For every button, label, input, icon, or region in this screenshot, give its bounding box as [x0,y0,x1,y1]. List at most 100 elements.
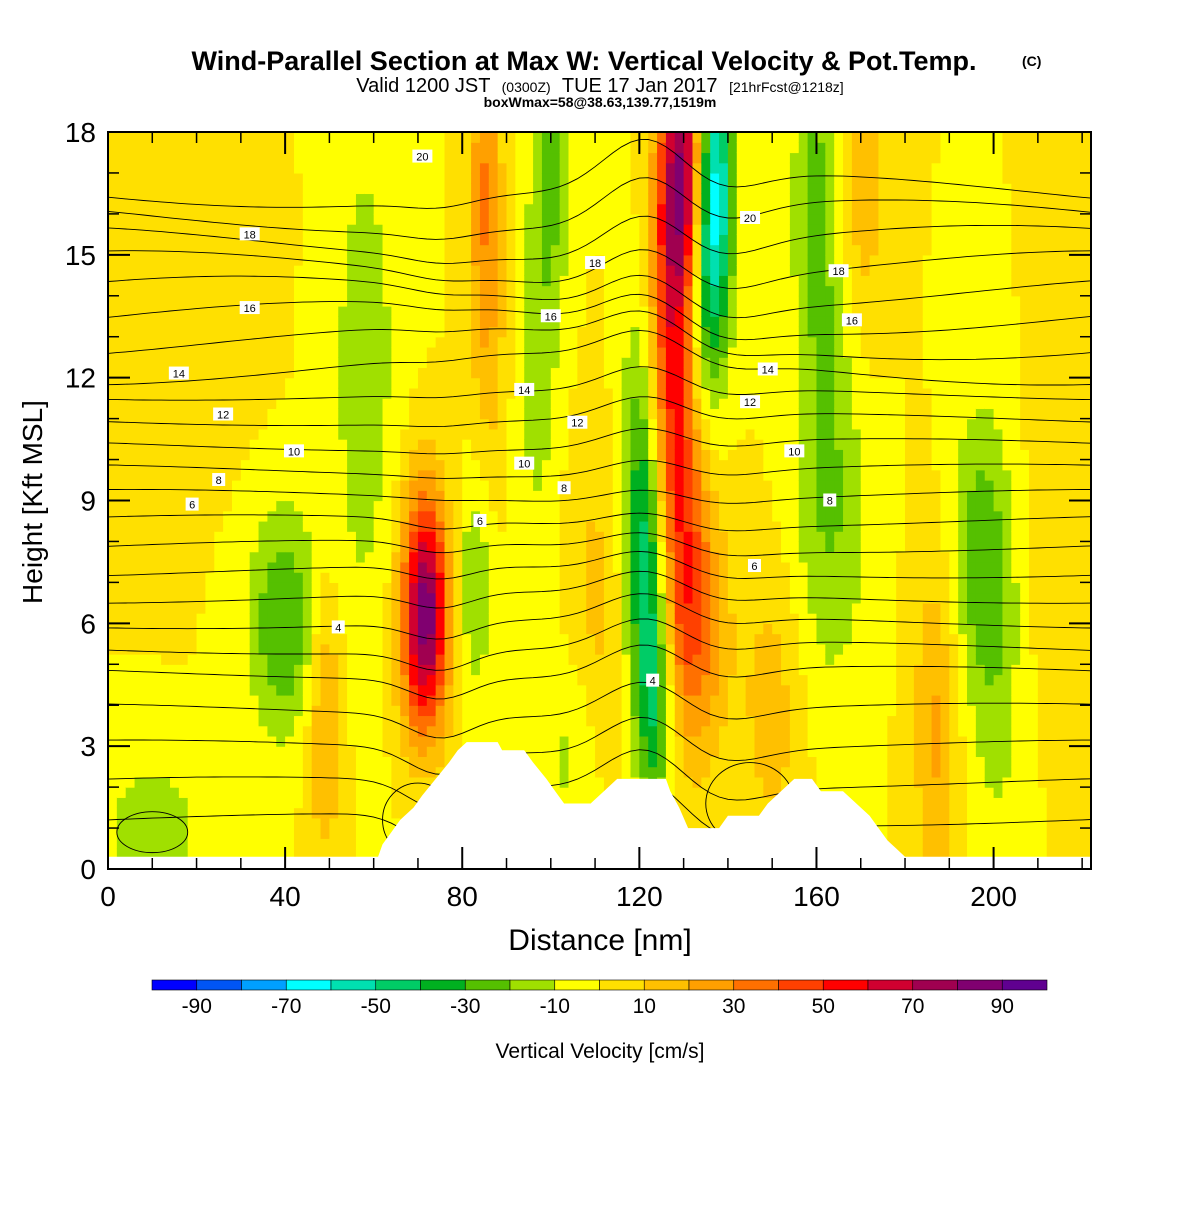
velocity-cell [355,377,366,389]
velocity-cell [497,408,508,420]
velocity-cell [586,387,596,399]
velocity-cell [426,541,437,553]
velocity-cell [355,500,366,512]
velocity-cell [329,766,339,778]
velocity-cell [143,592,153,604]
velocity-cell [347,776,357,788]
velocity-cell [524,398,534,409]
velocity-cell [444,162,454,174]
velocity-cell [116,664,127,676]
velocity-cell [125,694,136,706]
velocity-cell [285,408,295,420]
velocity-cell [134,367,145,379]
velocity-cell [302,306,313,317]
velocity-cell [108,694,118,706]
velocity-cell [586,582,596,594]
velocity-cell [285,336,295,348]
velocity-cell [710,684,720,696]
velocity-cell [488,439,499,450]
velocity-cell [417,265,428,276]
velocity-cell [338,725,348,737]
velocity-cell [223,183,233,195]
velocity-cell [533,408,543,420]
velocity-cell [453,367,463,379]
velocity-cell [382,326,392,338]
velocity-cell [497,306,508,317]
velocity-cell [196,551,207,563]
velocity-cell [293,357,304,369]
velocity-cell [701,623,711,635]
velocity-cell [267,643,277,655]
velocity-cell [657,234,667,246]
velocity-cell [364,285,375,297]
velocity-cell [701,387,711,399]
velocity-cell [683,541,694,553]
velocity-cell [515,613,525,624]
velocity-cell [559,643,570,655]
velocity-cell [302,735,313,747]
velocity-cell [320,725,330,737]
velocity-cell [568,408,578,420]
velocity-cell [240,367,251,379]
velocity-cell [541,367,552,379]
velocity-cell [400,367,410,379]
velocity-cell [550,459,561,471]
velocity-cell [125,213,136,225]
velocity-cell [311,602,322,614]
velocity-cell [612,316,623,328]
velocity-cell [249,326,260,338]
velocity-cell [391,213,401,225]
velocity-cell [603,428,614,440]
velocity-cell [559,582,570,594]
velocity-cell [347,725,357,737]
velocity-cell [196,817,207,829]
velocity-cell [426,500,437,512]
velocity-cell [205,674,215,686]
velocity-cell [329,572,339,583]
velocity-cell [568,254,578,266]
velocity-cell [178,817,189,829]
velocity-cell [267,203,277,215]
velocity-cell [657,244,667,256]
velocity-cell [231,572,242,583]
velocity-cell [444,418,454,430]
velocity-cell [719,684,729,696]
velocity-cell [462,715,472,727]
velocity-cell [595,213,605,225]
velocity-cell [426,684,437,696]
velocity-cell [134,500,145,512]
velocity-cell [391,694,401,706]
velocity-cell [630,234,640,246]
velocity-cell [533,326,543,338]
velocity-cell [302,172,313,184]
velocity-cell [169,275,180,287]
velocity-cell [134,449,145,461]
velocity-cell [692,357,702,369]
velocity-cell [710,572,720,583]
velocity-cell [506,694,516,706]
velocity-cell [276,469,286,481]
velocity-cell [400,203,410,215]
velocity-cell [125,408,136,420]
velocity-cell [311,336,322,348]
velocity-cell [347,172,357,184]
velocity-cell [231,377,242,389]
velocity-cell [276,183,286,195]
velocity-cell [506,285,516,297]
velocity-cell [479,265,490,276]
velocity-cell [710,756,720,768]
velocity-cell [196,357,207,369]
velocity-cell [187,213,198,225]
velocity-cell [550,357,561,369]
velocity-cell [178,480,189,491]
velocity-cell [453,561,463,573]
velocity-cell [214,346,224,358]
velocity-cell [169,572,180,583]
velocity-cell [391,152,401,164]
velocity-cell [214,377,224,389]
velocity-cell [240,817,251,829]
velocity-cell [453,162,463,174]
velocity-cell [355,439,366,450]
velocity-cell [214,664,224,676]
velocity-cell [471,705,481,717]
